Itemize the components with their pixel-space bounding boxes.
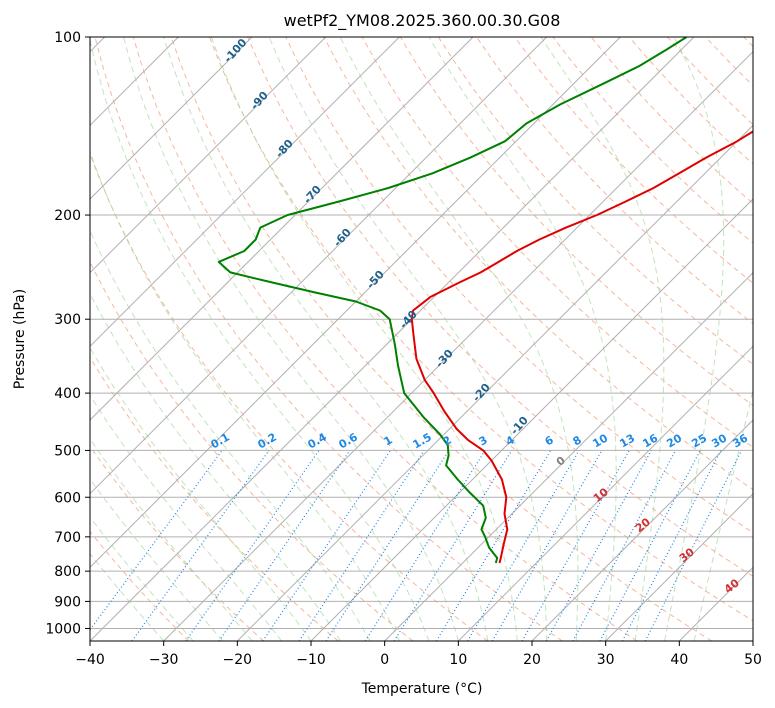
x-tick-label: 10 [449,652,467,668]
mixing-ratio-line [185,450,320,641]
moist-adiabat [123,37,459,641]
x-tick-label: −10 [296,652,326,668]
y-tick-label: 300 [54,312,81,328]
isotherm-line [531,419,753,641]
moist-adiabat [90,516,194,641]
y-tick-label: 200 [54,208,81,224]
dry-adiabat [90,356,339,641]
x-tick-label: 0 [380,652,389,668]
isotherm-line [457,345,753,641]
dry-adiabat [170,37,712,641]
x-tick-label: 20 [523,652,541,668]
isotherm-line [605,492,753,641]
moist-adiabat [210,37,518,641]
y-tick-label: 500 [54,443,81,459]
series-layer [217,37,753,564]
moist-adiabat [339,37,579,641]
mixing-ratio-line [298,450,425,641]
moist-adiabat [90,437,253,641]
dry-adiabat [399,37,753,407]
isotherm-line [90,37,400,348]
dry-adiabat [90,152,488,641]
mixing-ratio-line [218,450,351,641]
y-tick-label: 800 [54,564,81,580]
isotherm-line [90,37,695,641]
moist-adiabat [90,37,430,641]
x-tick-label: −20 [223,652,253,668]
moist-adiabat [90,552,165,641]
mixing-ratio-line [90,450,223,631]
moist-adiabat [90,150,400,641]
y-tick-label: 400 [54,386,81,402]
moist-adiabat [664,37,725,641]
dry-adiabat [132,37,638,641]
dry-adiabat [94,37,563,641]
plot-frame [89,36,754,642]
moist-adiabat [90,478,223,641]
isotherm-line [236,124,753,641]
x-tick-label: 40 [670,652,688,668]
dry-adiabat [247,37,753,577]
isotherm-line [163,50,753,641]
moist-adiabat [90,229,371,641]
moist-adiabat [90,394,282,641]
chart-title: wetPf2_YM08.2025.360.00.30.G08 [284,11,561,31]
isotherm-line [90,37,621,569]
x-tick-label: 30 [597,652,615,668]
moist-adiabat [428,37,617,641]
y-tick-label: 700 [54,530,81,546]
dry-adiabat [90,530,190,641]
mixing-ratio-line [521,450,630,641]
moist-adiabat [90,292,341,641]
mixing-ratio-line [131,450,270,641]
x-tick-label: −40 [75,652,105,668]
isotherm-line [90,37,327,274]
isotherm-line [90,37,253,200]
moist-adiabat [540,37,665,641]
x-tick-label: −30 [149,652,179,668]
moist-adiabat [268,37,548,641]
dry-adiabat [90,445,264,641]
dewpoint-profile [217,37,688,564]
x-axis-label: Temperature (°C) [361,681,483,697]
moist-adiabat [163,37,489,641]
y-tick-label: 100 [54,30,81,46]
x-tick-label: 50 [744,652,762,668]
mixing-ratio-line [364,450,486,641]
temperature-profile [410,130,753,564]
isotherm-line [384,271,753,641]
mixing-ratio-line [545,450,652,641]
mixing-ratio-line [644,450,743,641]
y-tick-label: 600 [54,490,81,506]
dry-adiabat [514,37,753,284]
grid-layer [90,37,753,641]
isotherm-line [310,198,753,641]
moist-adiabat [693,387,753,641]
isotherm-line [90,37,548,495]
mixing-ratio-line [621,450,722,641]
y-axis-label: Pressure (hPa) [12,289,28,389]
mixing-ratio-line [599,450,701,641]
isotherm-line [90,37,474,421]
y-tick-label: 1000 [45,621,81,637]
dry-adiabat [209,37,753,622]
y-tick-label: 900 [54,594,81,610]
